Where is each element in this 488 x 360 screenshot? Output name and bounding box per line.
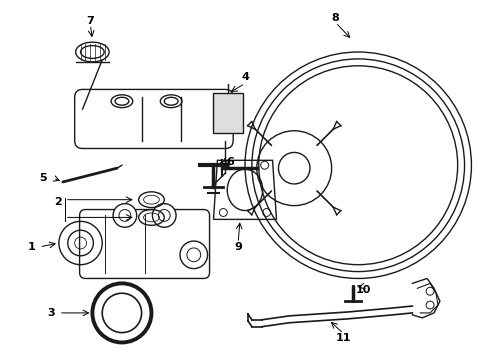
Text: 4: 4 — [241, 72, 248, 82]
Text: 3: 3 — [47, 308, 55, 318]
Circle shape — [152, 204, 176, 227]
Text: 2: 2 — [54, 197, 61, 207]
Circle shape — [113, 204, 137, 227]
Text: 7: 7 — [86, 15, 94, 26]
Text: 5: 5 — [39, 173, 47, 183]
Text: 10: 10 — [355, 285, 370, 295]
Bar — [213, 93, 243, 133]
Text: 1: 1 — [27, 242, 35, 252]
Text: 8: 8 — [331, 13, 339, 23]
Text: 6: 6 — [226, 157, 234, 167]
Text: 11: 11 — [335, 333, 350, 342]
Text: 9: 9 — [234, 242, 242, 252]
